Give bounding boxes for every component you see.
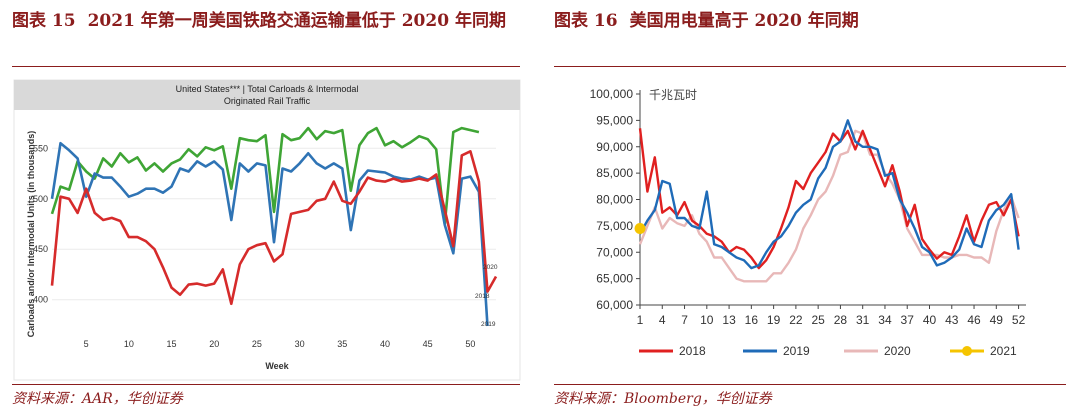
rail-x-tick-50: 50: [465, 339, 475, 349]
left-source-note: 资料来源：AAR，华创证券: [12, 391, 183, 407]
electricity-series-2020-line: [638, 129, 1020, 283]
rail-series-2020-line: [50, 150, 498, 306]
rail-y-tick-450: 450: [33, 244, 48, 254]
right-figure-heading: 美国用电量高于 2020 年同期: [629, 11, 859, 31]
electricity-x-tick-34: 34: [878, 313, 892, 327]
electricity-series-2018-line: [638, 128, 1020, 270]
rail-x-tick-35: 35: [337, 339, 347, 349]
left-source-rule: [12, 384, 520, 385]
electricity-x-tick-43: 43: [945, 313, 959, 327]
right-figure-label: 图表 16: [554, 11, 618, 31]
rail-x-tick-25: 25: [252, 339, 262, 349]
rail-end-label-2018: 2018: [475, 293, 490, 300]
rail-y-tick-500: 500: [33, 194, 48, 204]
rail-series-2018-line: [50, 126, 480, 226]
rail-x-tick-40: 40: [380, 339, 390, 349]
electricity-legend-2021-label: 2021: [990, 344, 1017, 358]
rail-chart-y-axis-label: Carloads and/or Intermodal Units (in tho…: [26, 131, 36, 338]
electricity-y-tick-65000: 65,000: [596, 272, 633, 286]
electricity-y-tick-85000: 85,000: [596, 166, 633, 180]
left-title-rule: [12, 66, 520, 67]
rail-x-tick-5: 5: [84, 339, 89, 349]
electricity-y-tick-60000: 60,000: [596, 298, 633, 312]
rail-traffic-chart: United States*** | Total Carloads & Inte…: [13, 79, 521, 381]
electricity-x-tick-25: 25: [811, 313, 825, 327]
right-figure-title: 图表 16 美国用电量高于 2020 年同期: [554, 6, 1064, 36]
rail-x-tick-10: 10: [124, 339, 134, 349]
electricity-unit-label: 千兆瓦时: [649, 88, 697, 102]
right-source-rule: [554, 384, 1066, 385]
electricity-x-tick-37: 37: [901, 313, 915, 327]
rail-x-tick-30: 30: [295, 339, 305, 349]
rail-chart-title-band: [14, 80, 520, 110]
electricity-y-tick-95000: 95,000: [596, 113, 633, 127]
rail-end-label-2020: 2020: [483, 264, 498, 271]
electricity-x-tick-7: 7: [681, 313, 688, 327]
rail-x-tick-20: 20: [209, 339, 219, 349]
left-figure-heading: 2021 年第一周美国铁路交通运输量低于 2020 年同期: [87, 11, 506, 31]
electricity-legend-2019-label: 2019: [783, 344, 810, 358]
electricity-series-2019-line: [638, 119, 1020, 270]
left-figure-label: 图表 15: [12, 11, 76, 31]
electricity-chart: 60,000 65,000 70,000 75,000 80,000 85,000 90,0…: [590, 87, 1026, 358]
electricity-x-tick-31: 31: [856, 313, 870, 327]
right-source-note: 资料来源：Bloomberg，华创证券: [554, 391, 772, 407]
electricity-legend-2018-label: 2018: [679, 344, 706, 358]
electricity-y-tick-90000: 90,000: [596, 140, 633, 154]
electricity-x-tick-13: 13: [722, 313, 736, 327]
electricity-x-tick-22: 22: [789, 313, 803, 327]
electricity-y-tick-100000: 100,000: [590, 87, 634, 101]
left-figure-title: 图表 15 2021 年第一周美国铁路交通运输量低于 2020 年同期: [12, 6, 522, 36]
electricity-y-tick-75000: 75,000: [596, 219, 633, 233]
electricity-x-tick-19: 19: [767, 313, 781, 327]
rail-y-tick-400: 400: [33, 295, 48, 305]
electricity-x-tick-49: 49: [990, 313, 1004, 327]
right-figure-panel: 图表 16 美国用电量高于 2020 年同期 60,000 65,000 70,000…: [548, 0, 1071, 416]
rail-x-tick-15: 15: [167, 339, 177, 349]
electricity-x-tick-40: 40: [923, 313, 937, 327]
electricity-x-tick-52: 52: [1012, 313, 1026, 327]
electricity-legend-2021-marker: [962, 346, 972, 356]
rail-series-2019-line: [50, 141, 489, 327]
electricity-x-tick-28: 28: [834, 313, 848, 327]
rail-chart-frame: [13, 79, 521, 381]
rail-chart-title: United States*** | Total Carloads & Inte…: [176, 84, 359, 94]
electricity-y-tick-80000: 80,000: [596, 193, 633, 207]
electricity-x-tick-4: 4: [659, 313, 666, 327]
electricity-x-tick-16: 16: [745, 313, 759, 327]
electricity-y-tick-70000: 70,000: [596, 245, 633, 259]
rail-end-label-2019: 2019: [481, 321, 496, 328]
rail-x-tick-45: 45: [423, 339, 433, 349]
rail-chart-subtitle: Originated Rail Traffic: [224, 96, 311, 106]
electricity-x-tick-1: 1: [637, 313, 644, 327]
electricity-x-tick-10: 10: [700, 313, 714, 327]
rail-chart-x-axis-label: Week: [265, 361, 289, 371]
electricity-series-2021-point: [634, 223, 646, 235]
right-title-rule: [554, 66, 1066, 67]
electricity-x-tick-46: 46: [967, 313, 981, 327]
left-figure-panel: 图表 15 2021 年第一周美国铁路交通运输量低于 2020 年同期 Unite…: [0, 0, 525, 416]
rail-y-tick-550: 550: [33, 143, 48, 153]
electricity-legend-2020-label: 2020: [884, 344, 911, 358]
